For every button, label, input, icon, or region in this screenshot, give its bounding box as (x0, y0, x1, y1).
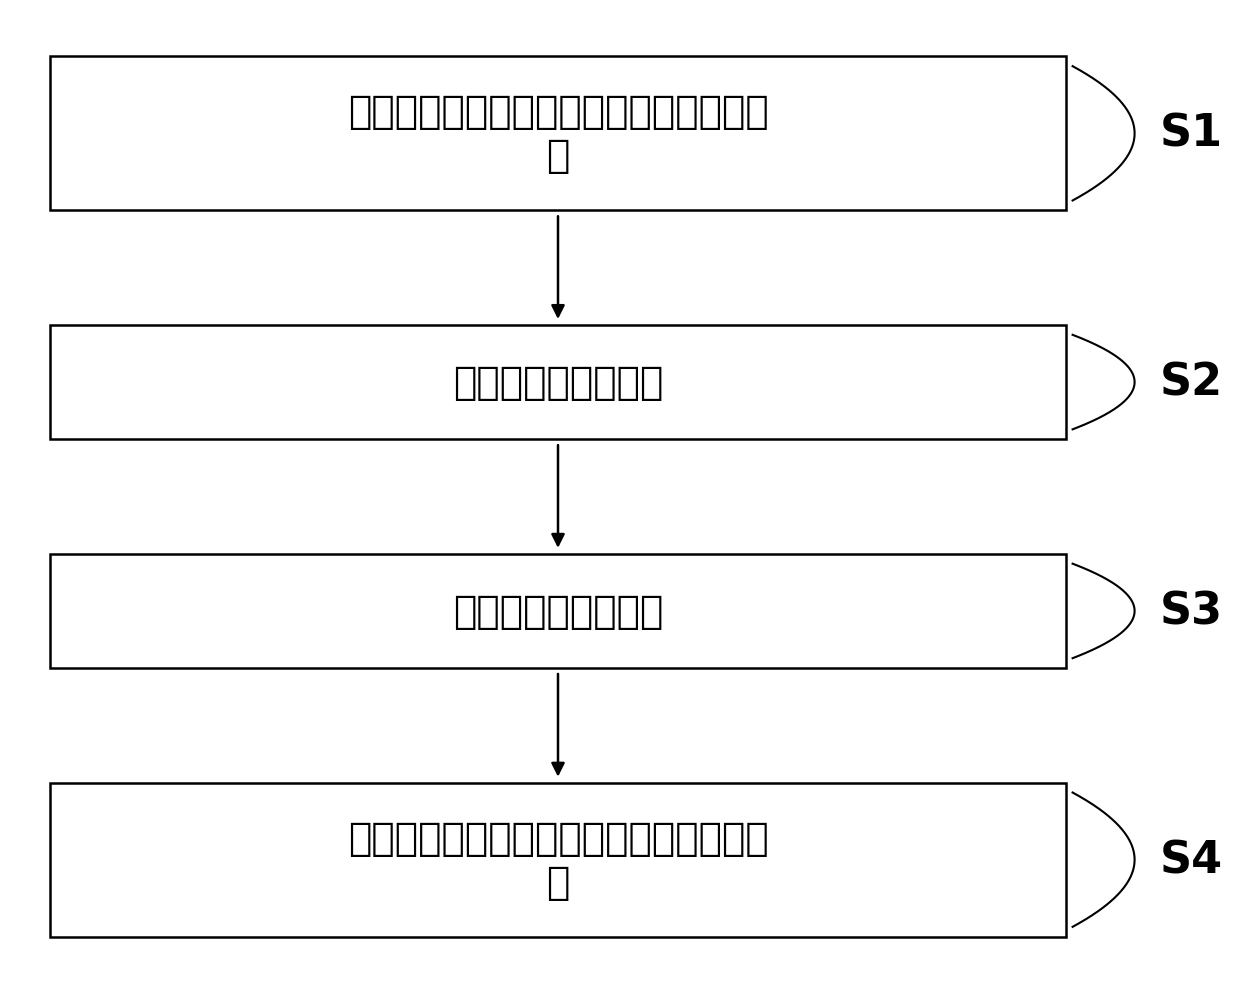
Bar (50, 57, 1066, 212)
Text: 拆除旧耐张杆绝缘子: 拆除旧耐张杆绝缘子 (453, 364, 663, 402)
Text: S1: S1 (1159, 112, 1223, 156)
Bar (50, 783, 1066, 936)
Text: 拆除横担支架和紧线装置以及辅助连接工
具: 拆除横担支架和紧线装置以及辅助连接工 具 (347, 819, 769, 901)
Bar (50, 326, 1066, 439)
Text: S3: S3 (1159, 589, 1223, 633)
Text: S2: S2 (1159, 361, 1223, 405)
Text: S4: S4 (1159, 838, 1223, 882)
Bar (50, 555, 1066, 668)
Text: 安装新耐张杆绝缘子: 安装新耐张杆绝缘子 (453, 592, 663, 630)
Text: 安装横担支架和紧线装置以及辅助连接工
具: 安装横担支架和紧线装置以及辅助连接工 具 (347, 93, 769, 175)
